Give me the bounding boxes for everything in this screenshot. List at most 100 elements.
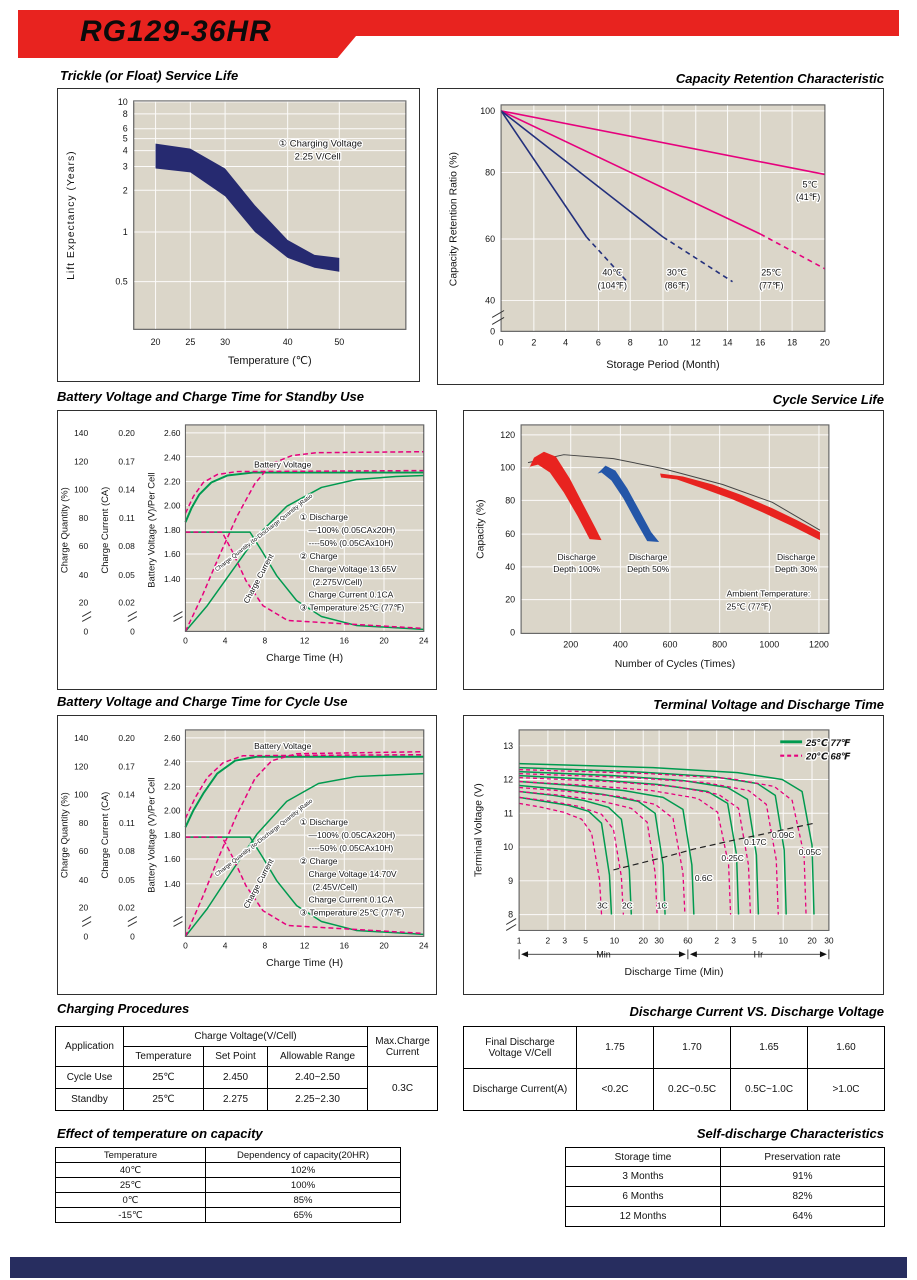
chart-label: 0: [499, 337, 504, 347]
chart-label: 0.11: [119, 818, 135, 828]
curve-2c-25: [519, 790, 633, 915]
retention-axis-labels: 100 80 60 40 00 2 4 6 8 10 12 14 16 18 20 Capacity Rete…: [448, 106, 829, 371]
chart-label: 25℃: [761, 268, 781, 278]
chart-label: 5: [123, 134, 128, 144]
battery-voltage-50: [184, 469, 424, 514]
chart-label: 9: [508, 876, 513, 886]
chart-label: 20: [79, 903, 89, 913]
time-scale-arrows: [518, 949, 830, 960]
charge-quantity-100: [184, 474, 424, 632]
chart-label: Discharge: [777, 552, 816, 562]
chart-label: Charge Current (CA): [99, 487, 110, 574]
chart-label: ③ Temperature 25℃ (77℉): [300, 908, 405, 918]
chart-label: 10: [503, 842, 513, 852]
chart-label: Charge Time (H): [266, 958, 343, 969]
line-40c-dash: [585, 236, 628, 283]
chart-label: 0: [83, 931, 88, 941]
chart-label: 8: [123, 109, 128, 119]
chart-label: 0.02: [118, 903, 135, 913]
chart-label: 40: [79, 875, 89, 885]
section-heading-cycle-charge: Battery Voltage and Charge Time for Cycl…: [57, 694, 348, 709]
chart-label: 2: [531, 337, 536, 347]
charging-cycle-use-cell: Cycle Use: [55, 1066, 124, 1089]
chart-label: 4: [563, 337, 568, 347]
charging-standby-setpoint-cell: 2.275: [203, 1088, 268, 1111]
chart-label: Capacity Retention Ratio (%): [448, 152, 459, 286]
chart-label: —100% (0.05CAx20H): [309, 830, 396, 840]
chart-label: 8: [508, 910, 513, 920]
chart-label: 10: [118, 97, 128, 107]
trickle-chart-panel: 10 8 6 5 4 3 2 1 0.5 20 25 30 40 50 Lift Expectancy (Y…: [57, 88, 420, 382]
chart-label: 100: [74, 789, 88, 799]
chart-label: 12: [300, 635, 310, 645]
chart-label: —100% (0.05CAx20H): [309, 525, 396, 535]
chart-label: ③ Temperature 25℃ (77℉): [300, 603, 405, 613]
axis-break: [81, 916, 183, 927]
chart-label: Terminal Voltage (V): [473, 783, 484, 877]
chart-label: Depth 100%: [553, 564, 600, 574]
chart-label: 20: [151, 337, 161, 347]
arrowhead: [678, 951, 686, 958]
preservation-cell: 64%: [720, 1206, 885, 1227]
discharge-current-value: <0.2C: [576, 1068, 654, 1111]
chart-label: 40℃: [602, 268, 622, 278]
curve-1c-25: [519, 784, 666, 915]
footer-bar: [10, 1257, 907, 1278]
band-depth-100: [528, 451, 602, 541]
chart-label: 0.6C: [695, 873, 713, 883]
cycle-charge-axis-labels: 1401201008060402000.200.170.140.110.080.…: [58, 733, 428, 969]
chart-label: Charge Current 0.1CA: [309, 895, 394, 905]
capacity-cell: 85%: [205, 1192, 401, 1208]
charging-application-header: Application: [55, 1026, 124, 1067]
chart-label: 2: [123, 185, 128, 195]
chart-label: Battery Voltage: [254, 460, 311, 470]
chart-label: 14: [723, 337, 733, 347]
chart-label: 8: [628, 337, 633, 347]
chart-label: 3: [562, 935, 567, 945]
charge-quantity-50: [184, 450, 424, 632]
plot-border: [184, 424, 425, 632]
charging-range-header: Allowable Range: [266, 1046, 369, 1067]
chart-label: ① Charging Voltage: [279, 138, 362, 149]
header-banner: RG129-36HR: [18, 10, 899, 58]
chart-label: 0.17C: [744, 837, 766, 847]
chart-label: 20: [379, 940, 389, 950]
charging-cycle-temp-cell: 25℃: [123, 1066, 204, 1089]
dependency-col-header: Dependency of capacity(20HR): [205, 1147, 401, 1163]
retention-chart: 100 80 60 40 00 2 4 6 8 10 12 14 16 18 20 Capacity Rete…: [448, 104, 830, 371]
chart-label: 0.09C: [772, 830, 794, 840]
discharge-current-value: 0.2C~0.5C: [653, 1068, 731, 1111]
trickle-curves: [155, 143, 340, 272]
banner-arrow-cut: [336, 36, 899, 58]
chart-label: Battery Voltage (V)/Per Cell: [146, 473, 157, 588]
chart-label: 60: [683, 935, 693, 945]
chart-label: 4: [223, 635, 228, 645]
axis-break: [491, 310, 505, 325]
chart-label: 6: [596, 337, 601, 347]
chart-label: Battery Voltage: [254, 741, 311, 751]
final-discharge-voltage-label: Final Discharge Voltage V/Cell: [463, 1026, 577, 1069]
section-heading-cycle-life: Cycle Service Life: [772, 392, 884, 407]
curve-009c-20: [519, 772, 779, 915]
retention-curves: [500, 110, 826, 283]
chart-label: 2.20: [164, 781, 181, 791]
chart-label: 8: [263, 940, 268, 950]
standby-curves: [184, 450, 424, 632]
charge-current-100: [185, 836, 424, 936]
chart-label: 40: [283, 337, 293, 347]
discharge-voltage-value: 1.70: [653, 1026, 731, 1069]
arrowhead: [819, 951, 827, 958]
chart-label: 30: [824, 935, 834, 945]
curve-3c-20: [519, 802, 603, 915]
chart-label: 20: [820, 337, 830, 347]
chart-label: (2.45V/Cell): [313, 882, 358, 892]
discharge-voltage-value: 1.60: [807, 1026, 885, 1069]
battery-voltage-100: [184, 755, 424, 828]
chart-label: 60: [79, 846, 89, 856]
cycle-life-annotations: Discharge Depth 100% Discharge Depth 50% Dis…: [552, 551, 819, 613]
chart-label: (86℉): [665, 281, 689, 291]
chart-label: 60: [505, 529, 515, 539]
chart-label: 40: [485, 296, 495, 306]
